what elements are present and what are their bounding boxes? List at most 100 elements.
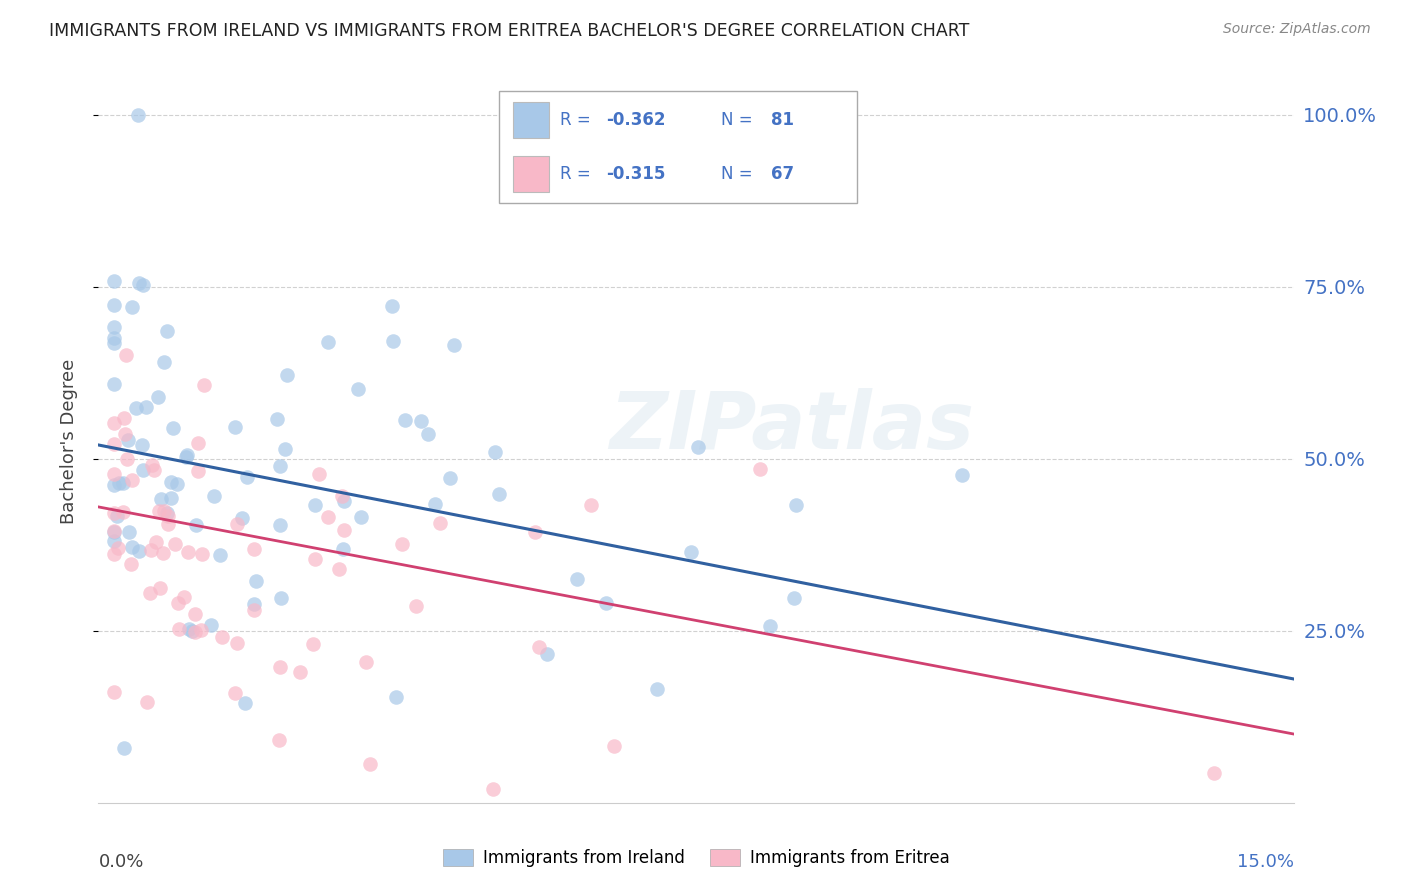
Point [679, 545, 702, 559]
Point [488, 487, 510, 501]
Point [190, 624, 212, 638]
Point [394, 413, 416, 427]
Point [429, 516, 451, 531]
Point [416, 426, 439, 441]
Point [686, 440, 709, 454]
Point [235, 470, 257, 484]
Point [308, 467, 330, 482]
Text: 15.0%: 15.0% [1236, 854, 1294, 871]
Point [423, 498, 446, 512]
Text: 0.0%: 0.0% [98, 854, 143, 871]
Point [166, 476, 188, 491]
Point [152, 546, 174, 560]
Point [114, 427, 136, 442]
Point [350, 509, 373, 524]
Point [135, 695, 157, 709]
Point [173, 591, 195, 605]
Point [180, 624, 202, 639]
Point [226, 636, 249, 650]
Point [103, 298, 125, 312]
Point [382, 334, 405, 349]
Point [301, 637, 323, 651]
Point [146, 390, 169, 404]
Point [128, 276, 150, 290]
Point [276, 368, 298, 382]
Point [359, 756, 381, 771]
Point [484, 445, 506, 459]
Point [187, 436, 209, 450]
Point [141, 458, 163, 472]
Point [411, 414, 433, 428]
Point [759, 619, 782, 633]
Point [304, 498, 326, 512]
Point [243, 602, 266, 616]
Point [176, 450, 198, 464]
Point [103, 274, 125, 288]
Point [148, 504, 170, 518]
Point [225, 516, 247, 531]
Point [121, 300, 143, 314]
Point [785, 498, 807, 512]
Point [127, 108, 149, 122]
Point [183, 624, 205, 639]
Point [384, 690, 406, 705]
Point [269, 458, 291, 473]
Point [105, 508, 128, 523]
Point [103, 377, 125, 392]
Point [304, 552, 326, 566]
Point [150, 491, 173, 506]
Point [950, 468, 973, 483]
Point [783, 591, 806, 606]
Point [347, 382, 370, 396]
Point [112, 741, 135, 756]
Point [595, 596, 617, 610]
Point [117, 452, 139, 467]
Point [176, 448, 198, 462]
Point [332, 541, 354, 556]
Point [159, 475, 181, 489]
Point [103, 548, 125, 562]
Point [156, 324, 179, 338]
Point [183, 607, 205, 622]
Point [103, 478, 125, 492]
Point [186, 464, 208, 478]
Point [139, 542, 162, 557]
Point [316, 334, 339, 349]
Point [162, 421, 184, 435]
Text: IMMIGRANTS FROM IRELAND VS IMMIGRANTS FROM ERITREA BACHELOR'S DEGREE CORRELATION: IMMIGRANTS FROM IRELAND VS IMMIGRANTS FR… [49, 22, 970, 40]
Point [316, 510, 339, 524]
Point [1202, 766, 1225, 780]
Point [107, 541, 129, 555]
Point [139, 586, 162, 600]
Point [274, 442, 297, 456]
Point [128, 544, 150, 558]
Point [749, 462, 772, 476]
Point [333, 523, 356, 537]
Point [200, 618, 222, 632]
Point [108, 475, 131, 490]
Point [193, 377, 215, 392]
Point [103, 524, 125, 539]
Point [202, 489, 225, 503]
Point [159, 491, 181, 506]
Point [166, 596, 188, 610]
Point [579, 499, 602, 513]
Point [103, 319, 125, 334]
Point [156, 509, 179, 524]
Point [153, 355, 176, 369]
Point [266, 412, 288, 426]
Point [118, 524, 141, 539]
Point [267, 733, 290, 747]
Point [645, 681, 668, 696]
Point [482, 782, 505, 797]
Y-axis label: Bachelor's Degree: Bachelor's Degree [59, 359, 77, 524]
Point [167, 623, 190, 637]
Point [381, 299, 404, 313]
Point [356, 655, 378, 669]
Point [332, 494, 354, 508]
Point [103, 335, 125, 350]
Point [391, 537, 413, 551]
Point [103, 506, 125, 520]
Point [103, 524, 125, 539]
Point [208, 548, 231, 562]
